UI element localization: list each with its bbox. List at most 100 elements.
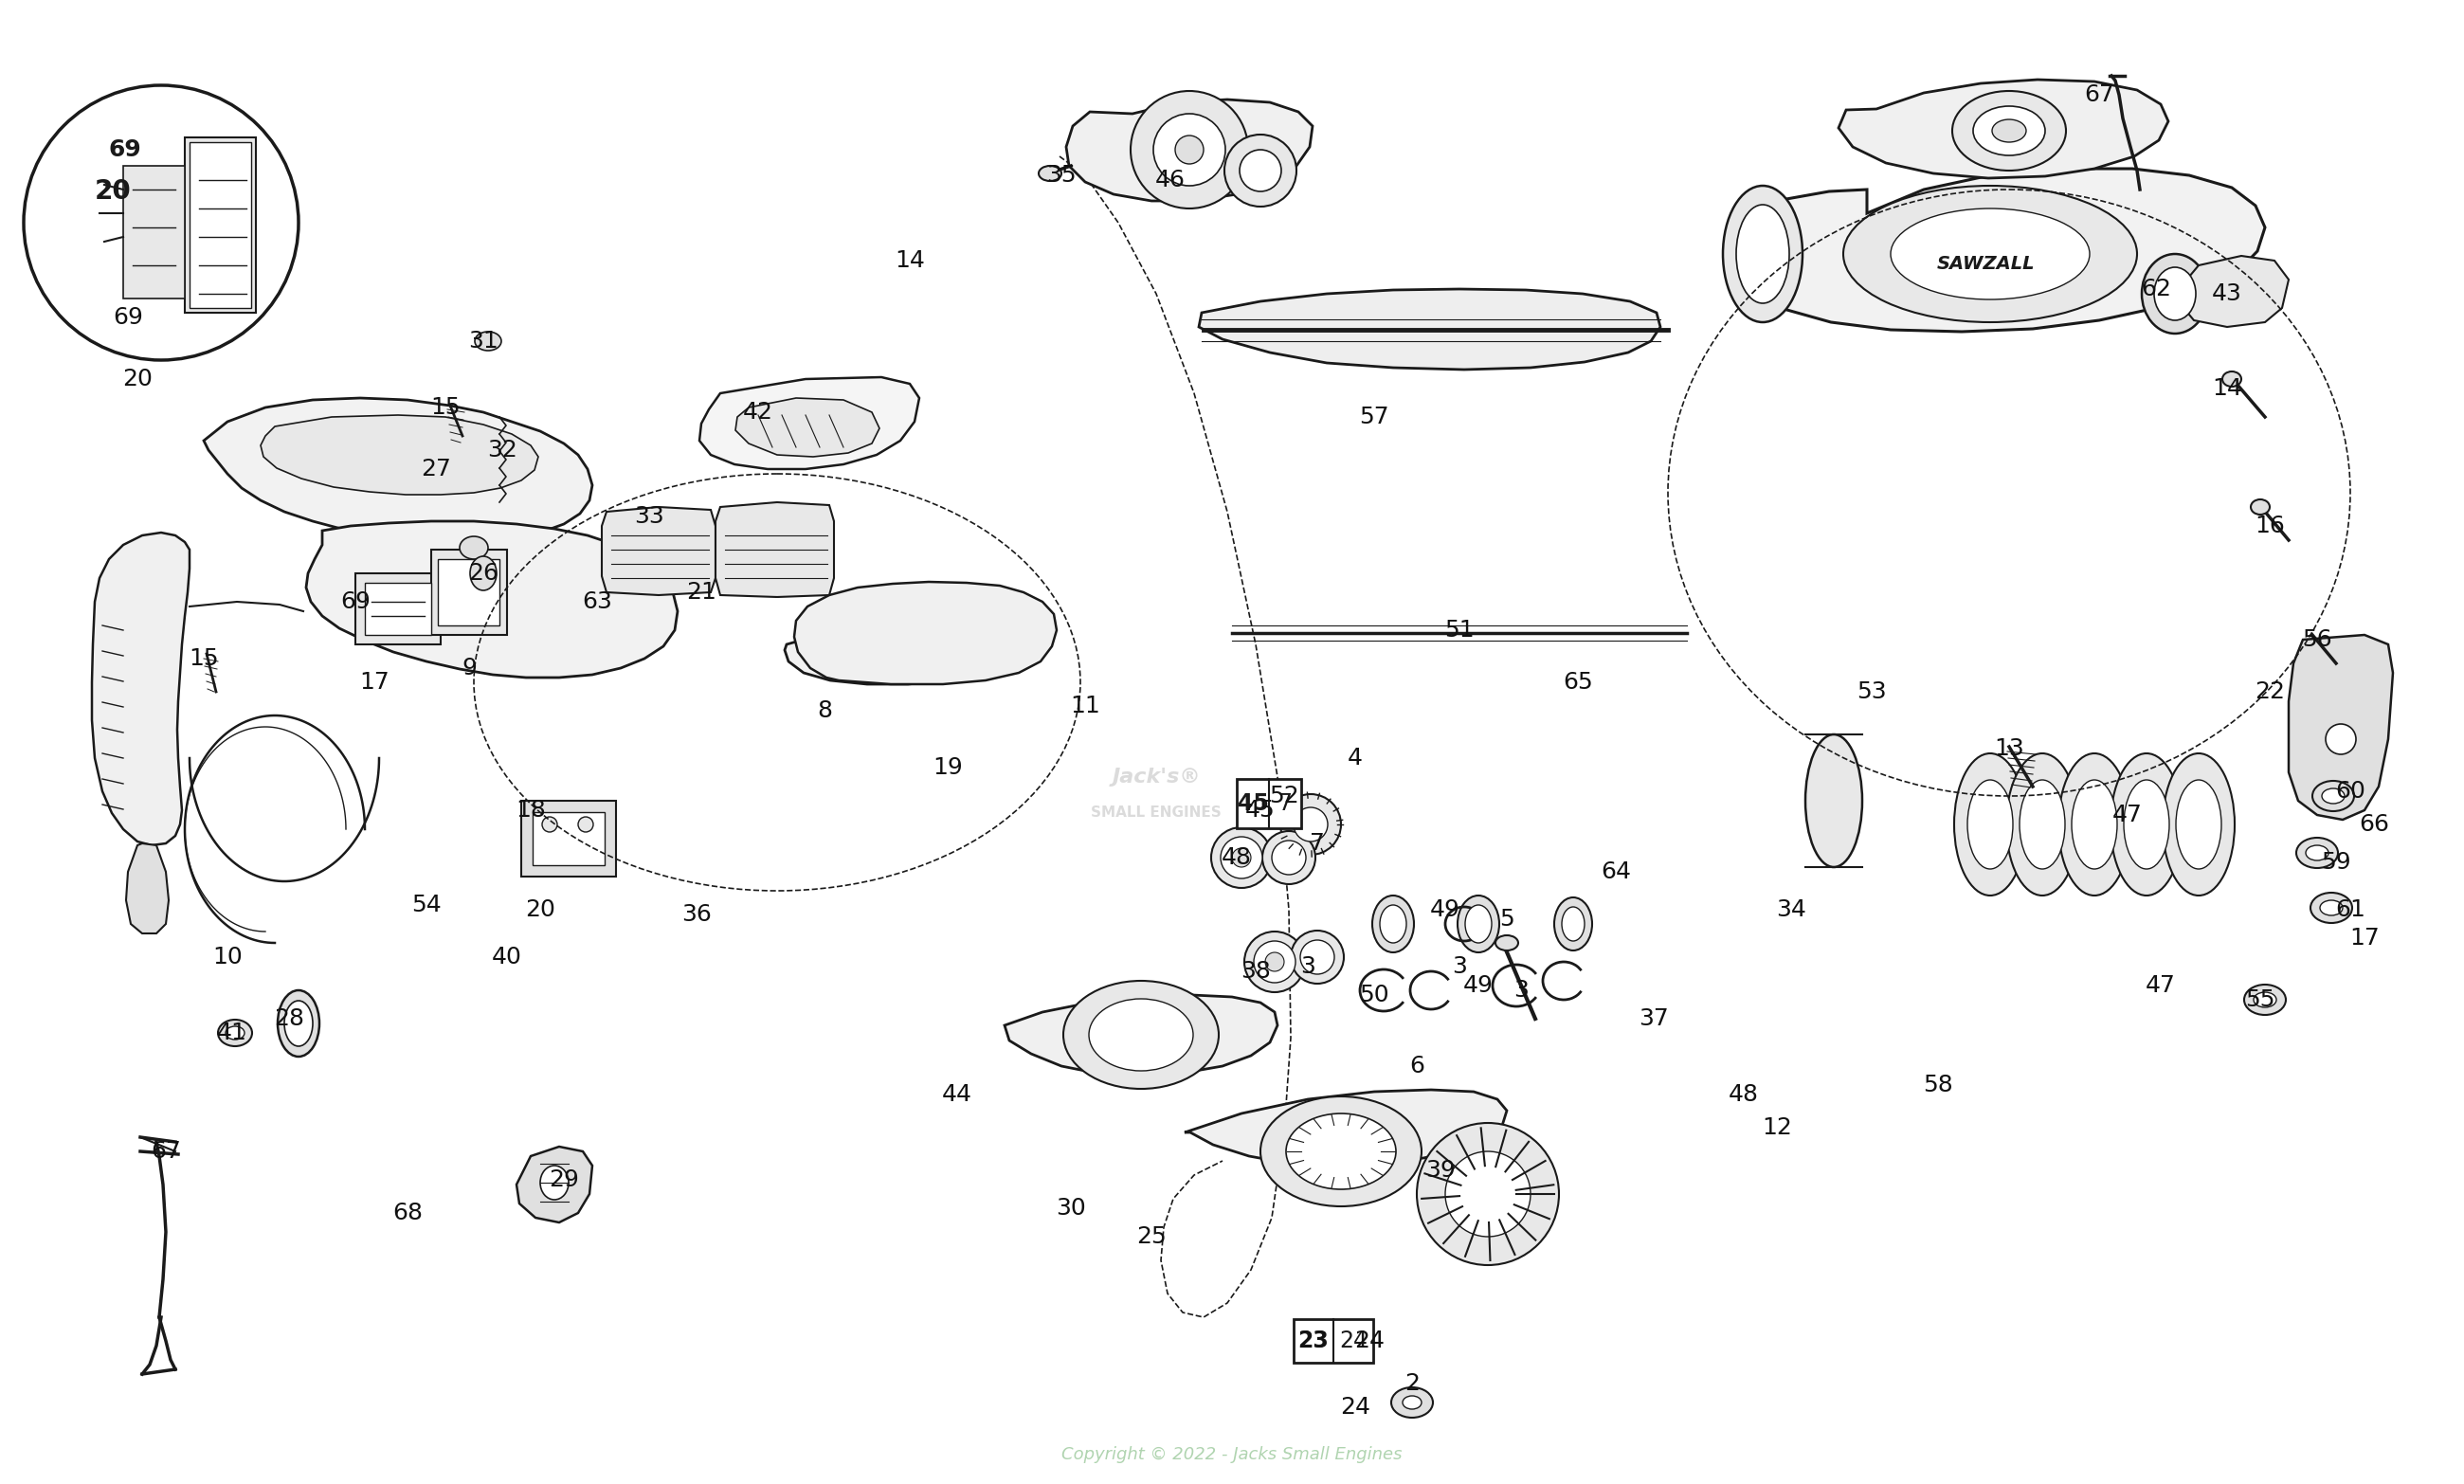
Text: 62: 62 <box>2141 278 2171 300</box>
Text: 69: 69 <box>108 138 143 162</box>
Text: 24: 24 <box>1338 1330 1368 1352</box>
Bar <box>1237 779 1301 828</box>
Text: 20: 20 <box>525 898 554 922</box>
Ellipse shape <box>1459 895 1498 953</box>
Polygon shape <box>2181 255 2289 326</box>
Ellipse shape <box>1040 166 1062 181</box>
Ellipse shape <box>2006 754 2077 895</box>
Ellipse shape <box>25 85 298 361</box>
Ellipse shape <box>1232 849 1252 867</box>
Ellipse shape <box>1153 114 1225 186</box>
Ellipse shape <box>1392 1388 1434 1417</box>
Ellipse shape <box>1301 939 1335 974</box>
Ellipse shape <box>2321 901 2343 916</box>
Text: 35: 35 <box>1047 163 1077 187</box>
Text: 32: 32 <box>488 439 517 462</box>
Bar <box>532 812 604 865</box>
Polygon shape <box>91 533 190 846</box>
Text: 51: 51 <box>1444 619 1473 641</box>
Text: 6: 6 <box>1409 1055 1424 1077</box>
Text: 49: 49 <box>1464 974 1493 997</box>
Ellipse shape <box>2326 724 2356 754</box>
Ellipse shape <box>2112 754 2183 895</box>
Ellipse shape <box>1262 1097 1422 1206</box>
Text: 7: 7 <box>1311 833 1326 855</box>
Ellipse shape <box>2057 754 2131 895</box>
Text: 26: 26 <box>468 562 498 585</box>
Text: 28: 28 <box>274 1008 303 1030</box>
Polygon shape <box>1730 169 2264 331</box>
Text: 14: 14 <box>2213 377 2242 399</box>
Polygon shape <box>2289 635 2393 819</box>
Text: 3: 3 <box>1451 956 1466 978</box>
Text: 30: 30 <box>1057 1198 1087 1220</box>
Text: 40: 40 <box>493 945 522 969</box>
Bar <box>522 801 616 877</box>
Text: 43: 43 <box>2213 282 2242 306</box>
Text: 10: 10 <box>212 945 241 969</box>
Text: 23: 23 <box>1299 1330 1328 1352</box>
Text: 3: 3 <box>1301 956 1316 978</box>
Text: Copyright © 2022 - Jacks Small Engines: Copyright © 2022 - Jacks Small Engines <box>1062 1445 1402 1463</box>
Text: SMALL ENGINES: SMALL ENGINES <box>1092 806 1222 821</box>
Polygon shape <box>190 142 251 309</box>
Ellipse shape <box>2311 893 2353 923</box>
Ellipse shape <box>2163 754 2235 895</box>
Ellipse shape <box>2072 781 2117 870</box>
Text: 20: 20 <box>123 368 153 390</box>
Ellipse shape <box>1239 150 1281 191</box>
Text: 66: 66 <box>2358 813 2390 835</box>
Polygon shape <box>601 508 715 595</box>
Ellipse shape <box>1417 1123 1560 1264</box>
Polygon shape <box>123 166 185 298</box>
Text: 56: 56 <box>2301 628 2331 651</box>
Text: 15: 15 <box>431 396 461 418</box>
Ellipse shape <box>217 1020 251 1046</box>
Text: 59: 59 <box>2321 850 2351 874</box>
Ellipse shape <box>1890 208 2089 300</box>
Polygon shape <box>261 416 537 494</box>
Text: 67: 67 <box>2085 83 2114 107</box>
Ellipse shape <box>1951 91 2065 171</box>
Text: 18: 18 <box>515 798 547 822</box>
Text: 17: 17 <box>360 671 389 693</box>
Text: 4: 4 <box>1348 746 1363 770</box>
Text: 48: 48 <box>1730 1083 1759 1106</box>
Text: 33: 33 <box>633 505 665 528</box>
Polygon shape <box>126 843 168 933</box>
Text: 14: 14 <box>894 249 924 272</box>
Ellipse shape <box>1737 205 1789 303</box>
Bar <box>365 583 431 635</box>
Text: 15: 15 <box>190 647 219 669</box>
Ellipse shape <box>461 536 488 559</box>
Text: 69: 69 <box>340 591 370 613</box>
Ellipse shape <box>2245 984 2287 1015</box>
Ellipse shape <box>2321 788 2346 804</box>
Ellipse shape <box>540 1165 569 1199</box>
Text: 24: 24 <box>1355 1330 1385 1352</box>
Text: 13: 13 <box>1993 738 2023 760</box>
Ellipse shape <box>2250 500 2269 515</box>
Text: 55: 55 <box>2245 988 2274 1011</box>
Polygon shape <box>205 398 591 545</box>
Text: 48: 48 <box>1222 846 1252 870</box>
Text: 20: 20 <box>94 178 131 205</box>
Text: 46: 46 <box>1156 169 1185 191</box>
Text: 23: 23 <box>1299 1330 1328 1352</box>
Text: 38: 38 <box>1239 960 1271 982</box>
Ellipse shape <box>471 556 498 591</box>
Text: 47: 47 <box>2146 974 2176 997</box>
Text: 29: 29 <box>549 1168 579 1192</box>
Polygon shape <box>700 377 919 469</box>
Ellipse shape <box>2020 781 2065 870</box>
Ellipse shape <box>1843 186 2136 322</box>
Ellipse shape <box>1262 831 1316 884</box>
Ellipse shape <box>2311 781 2353 812</box>
Text: 5: 5 <box>1501 908 1515 930</box>
Polygon shape <box>1838 80 2168 178</box>
Ellipse shape <box>1089 999 1193 1071</box>
Text: 27: 27 <box>421 457 451 481</box>
Bar <box>439 559 500 625</box>
Text: 54: 54 <box>411 893 441 916</box>
Text: 53: 53 <box>1858 680 1887 703</box>
